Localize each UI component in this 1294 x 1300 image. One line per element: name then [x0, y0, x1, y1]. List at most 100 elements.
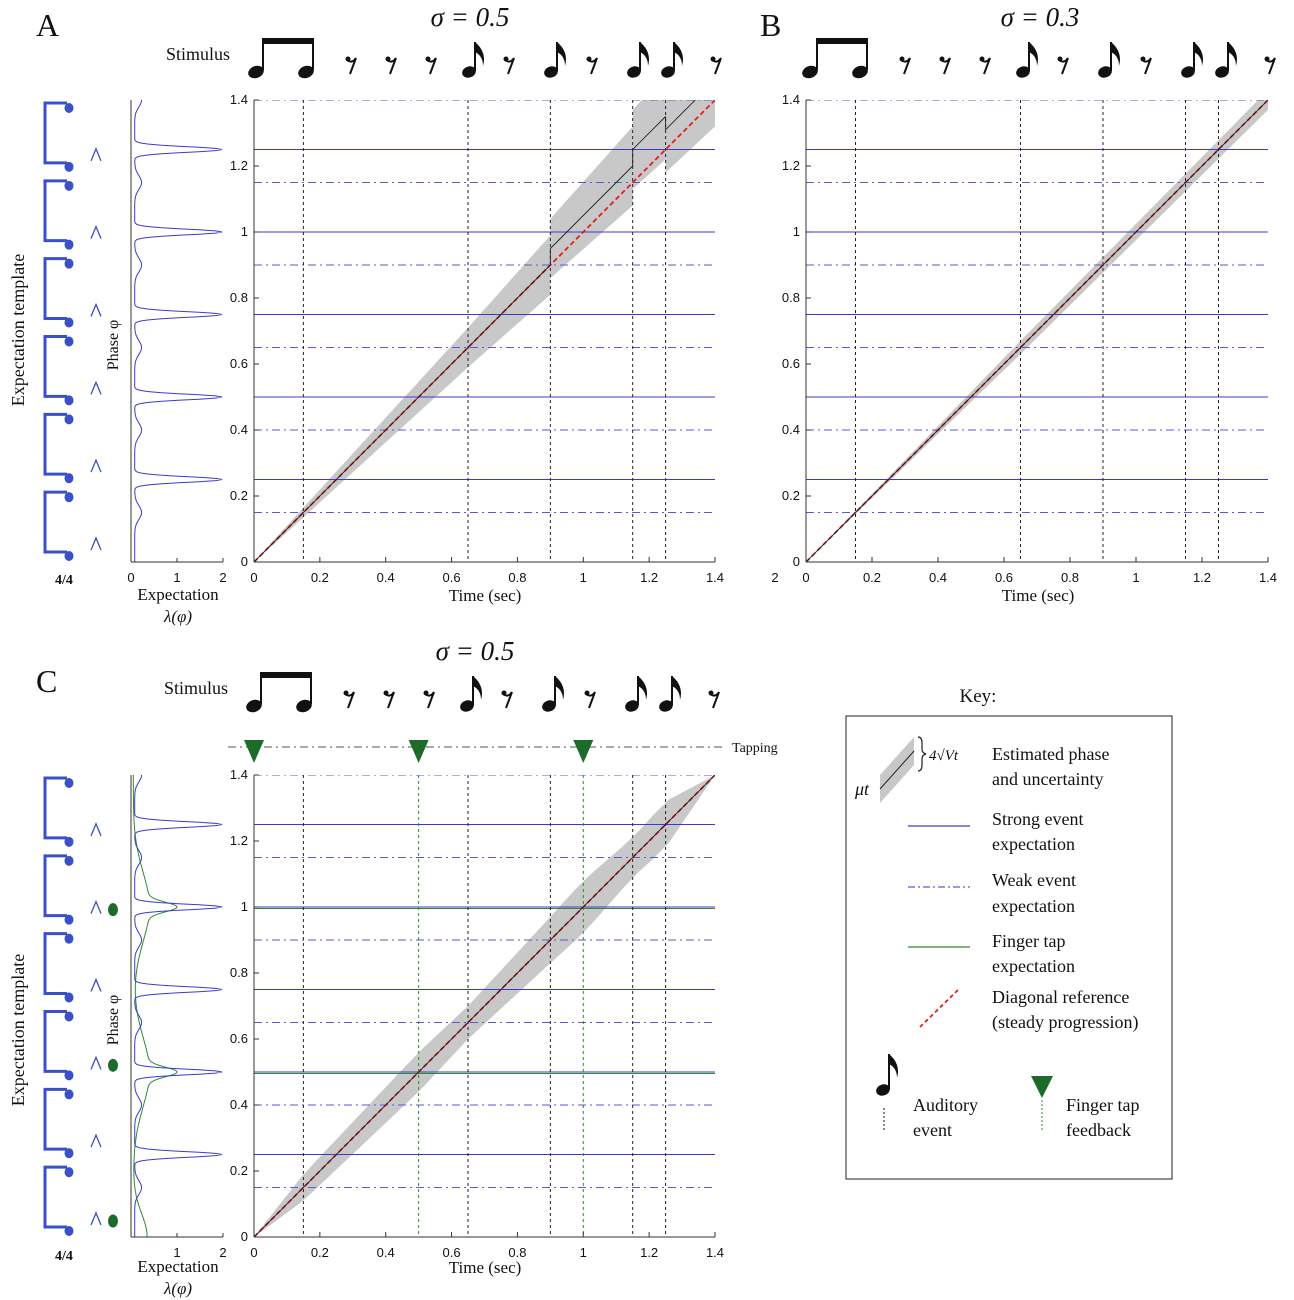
panel-c-exp-xlabel: Expectation: [137, 1257, 219, 1276]
key-diag-swatch: [919, 987, 961, 1028]
key-item-2-line2: expectation: [992, 834, 1075, 854]
estimated-phase-line: [632, 116, 666, 150]
uncertainty-band: [632, 100, 666, 190]
x-tick-label: 0.2: [863, 570, 881, 585]
key-item-1-line1: Estimated phase: [992, 744, 1109, 764]
panel-b-xlabel: Time (sec): [1002, 586, 1075, 605]
y-tick-label: 0.8: [782, 290, 800, 305]
x-tick-label: 0.6: [443, 570, 461, 585]
uncertainty-band: [806, 100, 1268, 562]
eighth-note-flag: [557, 42, 566, 66]
panel-a-xlabel: Time (sec): [449, 586, 522, 605]
x-tick-label: 1: [580, 1245, 587, 1260]
template-notehead-top: [64, 933, 74, 944]
panel-b-stray-tick: 2: [771, 570, 778, 585]
key-item-5-line2: (steady progression): [992, 1012, 1138, 1033]
template-bracket: [43, 776, 67, 840]
accent-icon: [90, 1211, 102, 1226]
template-notehead-top: [64, 103, 74, 113]
exp-x-tick-label: 2: [219, 570, 226, 585]
panel-a-stimulus-label: Stimulus: [166, 44, 230, 64]
eighth-note-head: [661, 66, 675, 78]
exp-x-tick-label: 2: [219, 1245, 226, 1260]
accent-icon: [90, 536, 102, 551]
y-tick-label: 0: [241, 554, 248, 569]
y-tick-label: 0.2: [230, 1163, 248, 1178]
exp-x-tick-label: 1: [173, 1245, 180, 1260]
accent-icon: [90, 977, 102, 992]
accent-icon: [90, 302, 102, 317]
eighth-rest-dot: [423, 690, 429, 696]
expectation-curve: [134, 774, 223, 1237]
uncertainty-band: [665, 100, 715, 173]
panel-a-exp-xlabel: Expectation: [137, 585, 219, 604]
y-tick-label: 0: [793, 554, 800, 569]
accent-icon: [90, 822, 102, 837]
uncertainty-band: [550, 126, 633, 279]
template-notehead-bottom: [64, 1148, 74, 1159]
estimated-phase-line: [254, 264, 551, 562]
panel-b: B σ = 0.3 00 0.2 0.2 0.4 0.4 0.6 0.6 0.8 0.8 1 1 1.…: [760, 2, 1277, 605]
x-tick-label: 0.2: [311, 1245, 329, 1260]
plot-area: [806, 100, 1268, 562]
template-notehead-top: [64, 1011, 74, 1022]
template-notehead-bottom: [64, 551, 74, 561]
template-bracket: [43, 1087, 67, 1151]
main-plot-a: 00 0.2 0.2 0.4 0.4 0.6 0.6 0.8 0.8 1 1 1.2 1.2 1.4 1.4: [230, 92, 724, 585]
panel-b-sigma: σ = 0.3: [1001, 2, 1080, 32]
eighth-rest-dot: [1057, 56, 1063, 62]
beamed-note-head: [802, 65, 818, 79]
template-notehead-bottom: [64, 914, 74, 925]
panel-b-letter: B: [760, 7, 781, 43]
expectation-curve: [134, 99, 223, 562]
beam: [816, 38, 868, 44]
template-bracket: [43, 257, 67, 320]
x-tick-label: 0: [250, 570, 257, 585]
key-item-2-line1: Strong event: [992, 809, 1084, 829]
key-title: Key:: [960, 686, 997, 707]
eighth-rest-dot: [710, 56, 716, 62]
template-notehead-bottom: [64, 992, 74, 1003]
x-tick-label: 0.4: [377, 570, 395, 585]
main-plot-b: 00 0.2 0.2 0.4 0.4 0.6 0.6 0.8 0.8 1 1 1.2 1.2 1.4 1.4: [782, 92, 1277, 585]
eighth-note-flag: [1111, 42, 1120, 66]
template-notehead-bottom: [64, 395, 74, 406]
y-tick-label: 0.8: [230, 290, 248, 305]
eighth-rest-dot: [939, 56, 945, 62]
panel-a-time-signature: 4/4: [55, 573, 73, 588]
tap-triangle-icon: [408, 740, 429, 763]
x-tick-label: 1.4: [1259, 570, 1277, 585]
panel-c-tapping-label: Tapping: [732, 741, 778, 756]
x-tick-label: 1: [1132, 570, 1139, 585]
key-item-6-line2: event: [913, 1120, 952, 1140]
x-tick-label: 0.8: [508, 1245, 526, 1260]
template-notehead-top: [64, 778, 74, 788]
template-notehead-bottom: [64, 239, 74, 250]
eighth-rest-dot: [425, 56, 431, 62]
x-tick-label: 1: [580, 570, 587, 585]
key-item-3-line1: Weak event: [992, 870, 1076, 890]
exp-x-tick-label: 1: [173, 570, 180, 585]
key-note-icon: [876, 1054, 898, 1096]
template-notehead-top: [64, 492, 74, 503]
y-tick-label: 0: [241, 1229, 248, 1244]
x-tick-label: 0.6: [995, 570, 1013, 585]
panel-c-template-label: Expectation template: [8, 954, 28, 1106]
y-tick-label: 1: [793, 224, 800, 239]
panel-c-time-signature: 4/4: [55, 1249, 73, 1264]
eighth-rest-dot: [345, 56, 351, 62]
tap-dot-icon: [108, 1214, 118, 1228]
x-tick-label: 1.2: [1193, 570, 1211, 585]
x-tick-label: 1.4: [706, 1245, 724, 1260]
accent-icon: [90, 1133, 102, 1148]
y-tick-label: 0.6: [230, 1031, 248, 1046]
estimated-phase-line: [254, 775, 715, 1237]
plot-area: [254, 100, 715, 562]
estimated-phase-line: [806, 100, 1268, 562]
eighth-note-head: [460, 700, 474, 712]
beam: [260, 672, 312, 678]
template-notehead-bottom: [64, 1070, 74, 1081]
x-tick-label: 0.4: [377, 1245, 395, 1260]
x-tick-label: 0.8: [1061, 570, 1079, 585]
template-notehead-bottom: [64, 473, 74, 484]
